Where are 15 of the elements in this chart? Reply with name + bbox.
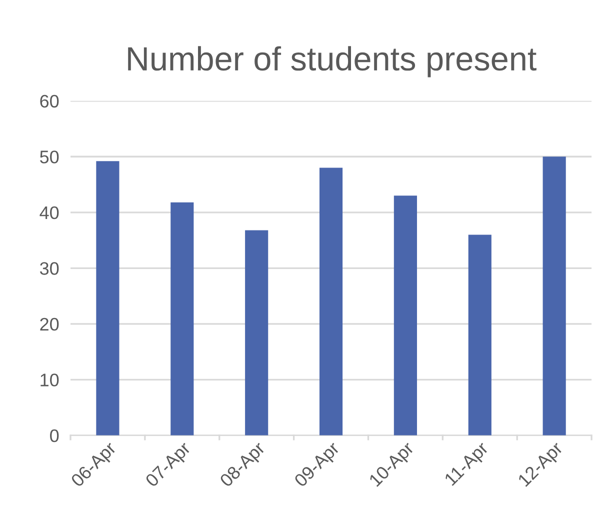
bar — [245, 230, 268, 436]
bar — [96, 161, 120, 436]
bar — [394, 196, 417, 436]
bar — [319, 168, 343, 436]
bar — [170, 202, 194, 436]
y-tick-label: 10 — [40, 374, 59, 386]
bar — [468, 234, 492, 436]
y-tick-label: 50 — [40, 150, 59, 164]
y-tick-label: 20 — [40, 318, 59, 331]
bar — [542, 156, 566, 436]
y-tick-label: 60 — [40, 94, 59, 108]
chart-title: Number of students present — [128, 46, 536, 78]
y-tick-label: 40 — [40, 206, 59, 220]
y-tick-label: 0 — [50, 429, 59, 442]
y-tick-label: 30 — [40, 262, 59, 275]
